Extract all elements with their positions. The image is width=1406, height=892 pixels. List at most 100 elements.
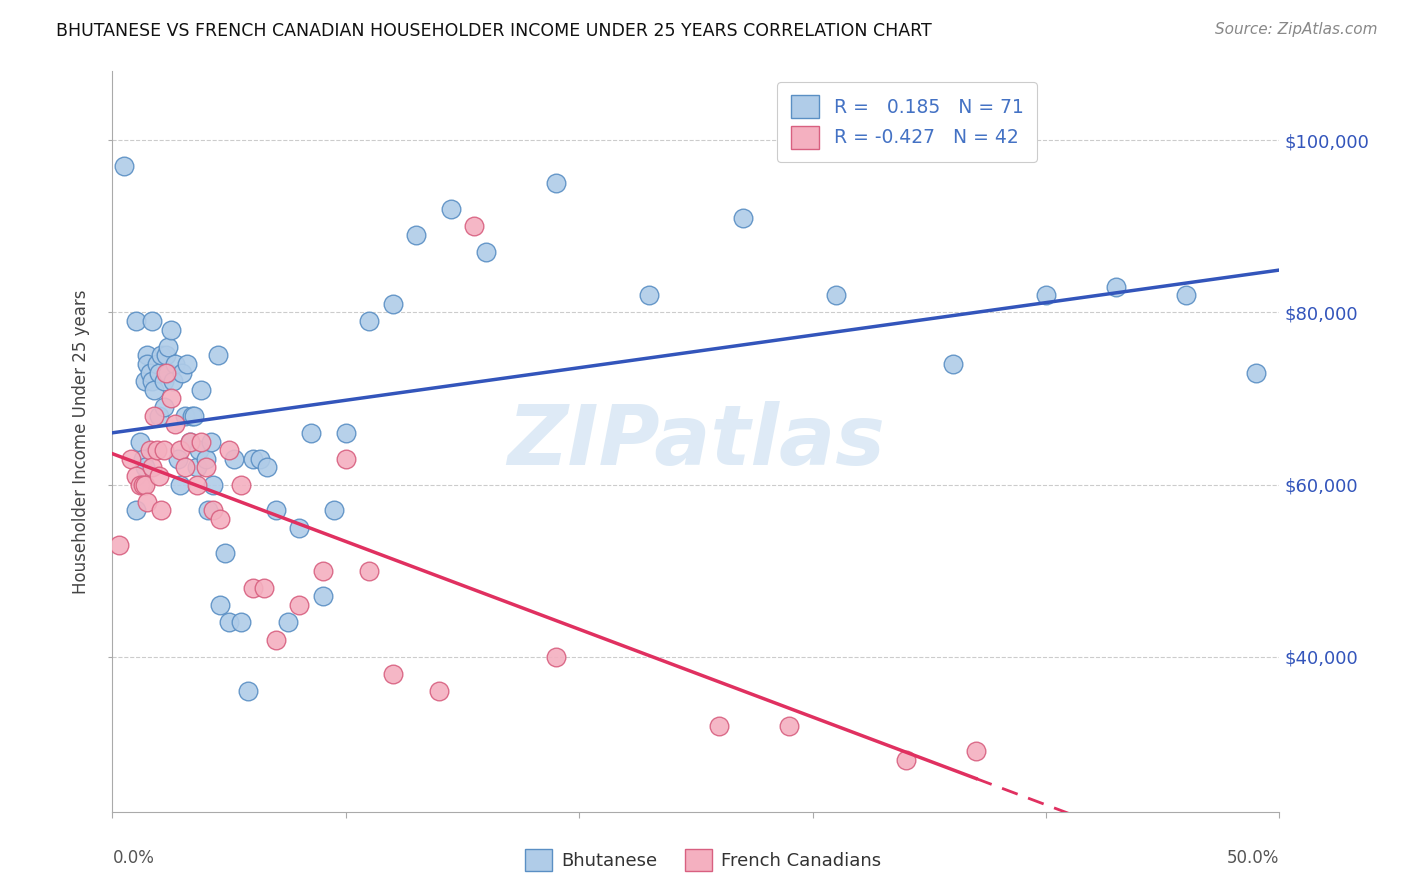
Point (155, 348, 177, 362)
Point (134, 477, 156, 491)
Text: 0.0%: 0.0% (112, 849, 155, 867)
Point (208, 598, 231, 612)
Point (153, 374, 176, 388)
Point (778, 718, 800, 732)
Point (150, 348, 173, 362)
Point (381, 297, 404, 311)
Point (139, 443, 162, 458)
Point (1244, 366, 1267, 380)
Point (197, 503, 219, 517)
Point (323, 503, 346, 517)
Point (136, 357, 159, 371)
Point (157, 340, 180, 354)
Point (179, 434, 201, 449)
Point (162, 374, 184, 388)
Point (276, 615, 298, 630)
Point (942, 357, 965, 371)
Point (169, 477, 191, 491)
Point (218, 443, 240, 458)
Point (143, 383, 166, 397)
Point (264, 632, 287, 647)
Point (264, 503, 287, 517)
Point (148, 409, 170, 423)
Point (1105, 279, 1128, 293)
Point (207, 348, 229, 362)
Point (153, 443, 176, 458)
Point (160, 323, 183, 337)
Point (146, 443, 169, 458)
Point (194, 451, 217, 466)
Point (148, 366, 170, 380)
Text: 50.0%: 50.0% (1227, 849, 1279, 867)
Point (146, 357, 169, 371)
Text: Source: ZipAtlas.com: Source: ZipAtlas.com (1215, 22, 1378, 37)
Point (256, 460, 278, 475)
Point (180, 409, 202, 423)
Point (381, 667, 404, 681)
Point (335, 451, 357, 466)
Point (253, 581, 276, 595)
Point (141, 374, 163, 388)
Legend: R =   0.185   N = 71, R = -0.427   N = 42: R = 0.185 N = 71, R = -0.427 N = 42 (778, 82, 1036, 161)
Point (148, 469, 170, 483)
Text: ZIPatlas: ZIPatlas (508, 401, 884, 482)
Point (120, 451, 142, 466)
Point (125, 314, 148, 328)
Point (894, 753, 917, 767)
Point (335, 425, 357, 440)
Point (125, 503, 148, 517)
Point (218, 615, 240, 630)
Point (165, 417, 187, 432)
Point (141, 460, 163, 475)
Point (201, 503, 224, 517)
Point (173, 409, 195, 423)
Point (359, 564, 381, 578)
Point (187, 443, 209, 458)
Point (1175, 288, 1198, 302)
Point (143, 409, 166, 423)
Point (544, 176, 567, 190)
Point (136, 348, 159, 362)
Point (139, 366, 162, 380)
Point (169, 443, 191, 458)
Point (112, 159, 135, 173)
Point (155, 366, 177, 380)
Point (186, 477, 208, 491)
Point (160, 392, 183, 406)
Point (153, 400, 176, 414)
Point (150, 503, 173, 517)
Point (288, 598, 311, 612)
Point (183, 409, 205, 423)
Point (299, 425, 322, 440)
Point (165, 357, 187, 371)
Point (172, 366, 194, 380)
Point (173, 460, 195, 475)
Point (1035, 288, 1057, 302)
Point (141, 314, 163, 328)
Point (311, 564, 333, 578)
Point (311, 590, 333, 604)
Point (176, 357, 198, 371)
Point (194, 460, 217, 475)
Point (731, 211, 754, 225)
Legend: Bhutanese, French Canadians: Bhutanese, French Canadians (517, 842, 889, 879)
Point (208, 512, 231, 526)
Point (475, 245, 498, 260)
Point (129, 434, 152, 449)
Point (200, 434, 222, 449)
Point (359, 314, 381, 328)
Point (125, 469, 148, 483)
Point (108, 538, 131, 552)
Point (134, 460, 156, 475)
Point (249, 451, 271, 466)
Point (190, 434, 212, 449)
Point (190, 383, 212, 397)
Point (288, 521, 311, 535)
Point (242, 451, 264, 466)
Point (242, 581, 264, 595)
Point (136, 495, 159, 509)
Point (214, 546, 236, 560)
Y-axis label: Householder Income Under 25 years: Householder Income Under 25 years (72, 289, 90, 594)
Point (179, 434, 201, 449)
Point (201, 477, 224, 491)
